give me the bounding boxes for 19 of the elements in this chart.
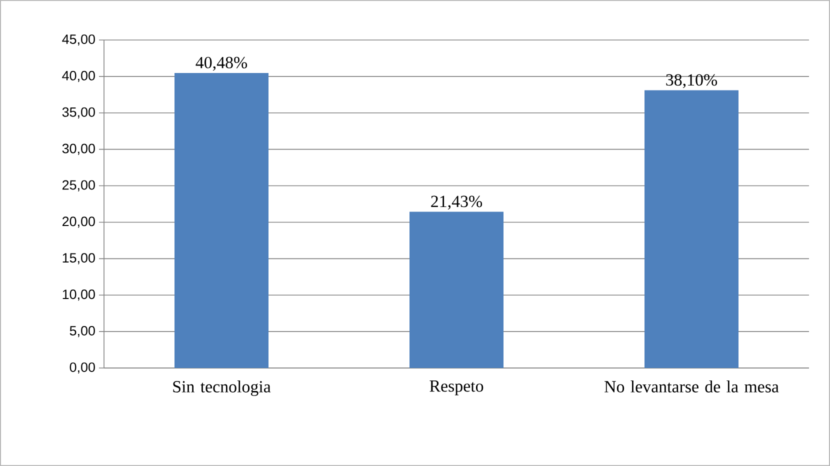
x-tick-label: Sin tecnologia bbox=[173, 380, 271, 396]
y-tick-label: 25,00 bbox=[62, 180, 95, 192]
y-tick-label: 45,00 bbox=[62, 34, 95, 46]
data-label: 21,43% bbox=[431, 196, 482, 210]
y-tick-label: 15,00 bbox=[62, 253, 95, 264]
y-tick-label: 5,00 bbox=[70, 326, 95, 338]
y-tick-label: 30,00 bbox=[62, 144, 95, 155]
bar bbox=[410, 212, 504, 368]
x-tick-label: No levantarse de la mesa bbox=[604, 380, 779, 392]
y-tick-label: 0,00 bbox=[70, 362, 95, 374]
y-tick-label: 20,00 bbox=[62, 216, 95, 228]
data-label: 38,10% bbox=[666, 74, 718, 88]
x-tick-label: Respeto bbox=[430, 380, 484, 396]
y-tick-label: 10,00 bbox=[62, 290, 95, 301]
bar bbox=[174, 72, 269, 368]
data-label: 40,48% bbox=[196, 56, 248, 71]
bar bbox=[644, 90, 739, 368]
y-tick-label: 35,00 bbox=[62, 107, 95, 118]
y-tick-label: 40,00 bbox=[62, 70, 95, 82]
